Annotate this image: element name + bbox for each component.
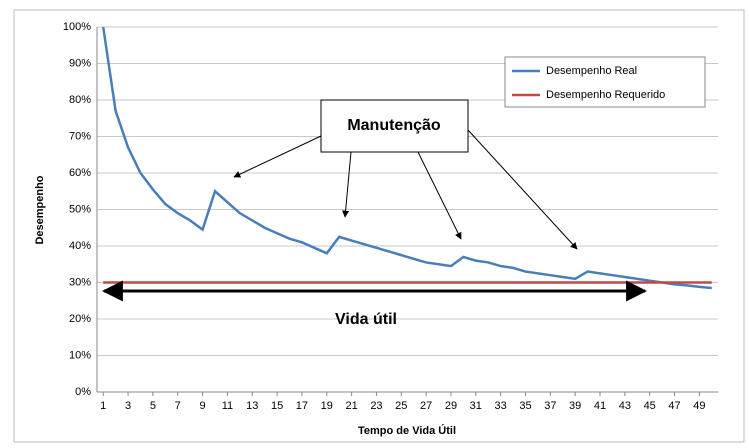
x-tick-label: 7 — [175, 400, 181, 412]
y-tick-label: 30% — [69, 276, 91, 288]
x-tick-label: 47 — [668, 400, 680, 412]
arrow — [417, 151, 462, 240]
y-tick-label: 90% — [69, 57, 91, 69]
chart-frame — [13, 9, 745, 443]
plot-area: 0%10%20%30%40%50%60%70%80%90%100%1 3 5 7 9 11… — [63, 21, 718, 412]
x-axis-label: Tempo de Vida Útil — [358, 424, 456, 437]
x-tick-label: 41 — [594, 400, 606, 412]
x-tick-label: 19 — [321, 400, 333, 412]
x-tick-label: 9 — [200, 400, 206, 412]
y-tick-label: 60% — [69, 167, 91, 179]
arrows — [101, 129, 648, 302]
x-tick-label: 17 — [296, 400, 308, 412]
y-axis-label: Desempenho — [34, 175, 46, 244]
x-tick-label: 15 — [271, 400, 283, 412]
y-tick-label: 50% — [69, 203, 91, 215]
y-tick-label: 70% — [69, 130, 91, 142]
x-tick-label: 23 — [370, 400, 382, 412]
x-tick-label: 45 — [644, 400, 656, 412]
x-tick-label: 3 — [125, 400, 131, 412]
x-tick-label: 33 — [495, 400, 507, 412]
y-tick-label: 10% — [69, 349, 91, 361]
legend-label: Desempenho Real — [546, 65, 637, 77]
series-line — [101, 26, 712, 290]
arrow — [467, 129, 578, 250]
y-tick-label: 0% — [75, 386, 91, 398]
annotation: Vida útil — [335, 311, 397, 328]
x-tick-label: 13 — [246, 400, 258, 412]
x-tick-label: 37 — [544, 400, 556, 412]
x-tick-label: 43 — [619, 400, 631, 412]
legend: Desempenho Real Desempenho Requerido — [512, 65, 665, 101]
y-tick-label: 40% — [69, 240, 91, 252]
x-tick-label: 25 — [395, 400, 407, 412]
x-tick-label: 39 — [569, 400, 581, 412]
annotation: Manutenção — [347, 117, 441, 134]
x-tick-label: 49 — [693, 400, 705, 412]
x-tick-label: 5 — [150, 400, 156, 412]
y-tick-label: 80% — [69, 94, 91, 106]
arrow — [342, 151, 352, 218]
y-tick-label: 20% — [69, 313, 91, 325]
y-tick-label: 100% — [63, 21, 91, 33]
x-tick-label: 35 — [519, 400, 531, 412]
arrow — [233, 135, 322, 178]
x-tick-label: 1 — [100, 400, 106, 412]
x-tick-label: 27 — [420, 400, 432, 412]
x-tick-label: 11 — [222, 400, 233, 412]
legend-label: Desempenho Requerido — [546, 89, 665, 101]
legend-box — [504, 56, 706, 108]
x-tick-label: 31 — [470, 400, 482, 412]
x-tick-label: 21 — [345, 400, 357, 412]
annotation-box — [320, 99, 469, 153]
x-tick-label: 29 — [445, 400, 457, 412]
